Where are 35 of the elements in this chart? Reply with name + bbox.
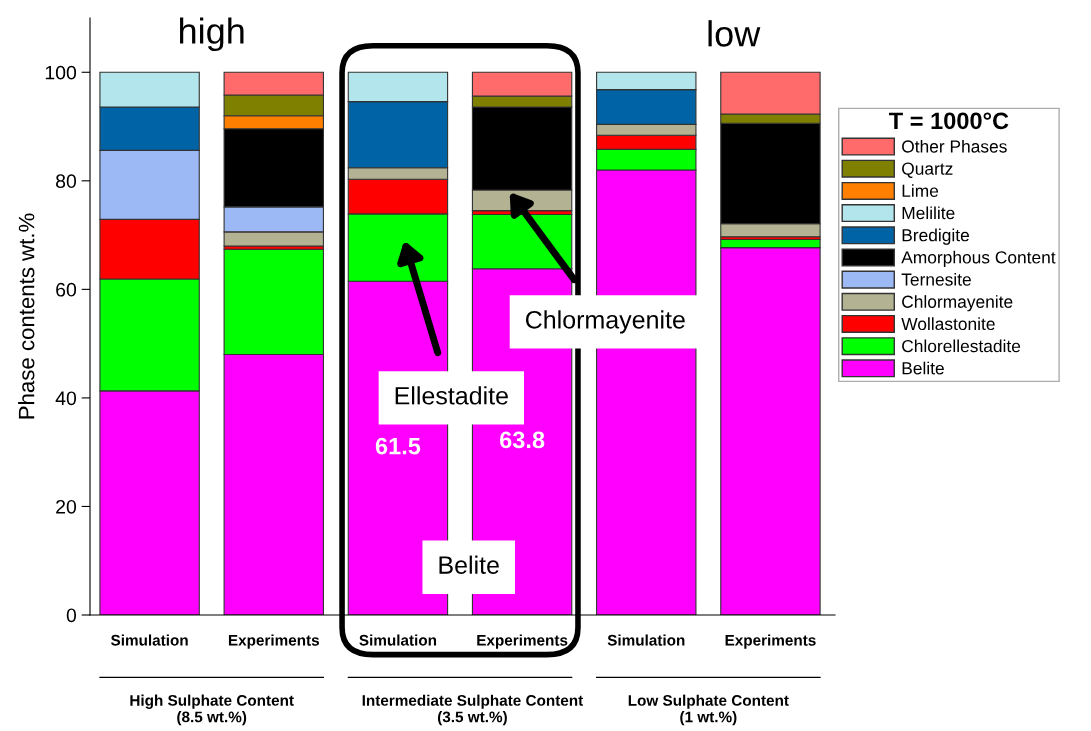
x-tick-label: Simulation	[111, 634, 188, 646]
legend-label: Quartz	[902, 162, 953, 178]
y-tick-label: 20	[56, 499, 77, 514]
legend-label: Chlormayenite	[902, 295, 1013, 312]
annotation: Belite	[439, 555, 499, 574]
legend-label: Melilite	[902, 206, 955, 220]
x-tick-label: Experiments	[477, 634, 568, 649]
legend-title: T = 1000°C	[889, 112, 1009, 130]
x-tick-label: Simulation	[607, 634, 685, 646]
annotation: Ellestadite	[395, 386, 508, 405]
legend-label: Other Phases	[902, 139, 1007, 153]
y-axis-title: Phase contents wt.%	[18, 213, 35, 419]
text: High Sulphate Content (8.5 wt.%)	[130, 694, 294, 726]
data-label: 63.8	[499, 431, 545, 449]
y-tick-label: 80	[56, 174, 77, 189]
annotation: high	[180, 17, 244, 52]
y-tick-label: 0	[66, 608, 77, 623]
text: Intermediate Sulphate Content (3.5 wt.%)	[362, 694, 584, 726]
y-tick-label: 60	[56, 282, 77, 297]
legend-label: Belite	[902, 361, 944, 375]
legend-label: Bredigite	[902, 228, 969, 245]
legend-label: Ternesite	[901, 272, 971, 286]
y-tick-label: 40	[55, 391, 77, 406]
legend-label: Lime	[902, 184, 939, 197]
legend-label: Amorphous Content	[901, 250, 1056, 267]
annotation: Chlormayenite	[525, 310, 685, 334]
y-tick-label: 100	[45, 65, 77, 80]
annotation: low	[708, 20, 761, 47]
x-tick-label: Experiments	[228, 634, 319, 649]
x-tick-label: Experiments	[725, 634, 816, 649]
x-tick-label: Simulation	[359, 634, 437, 646]
text: Low Sulphate Content (1 wt.%)	[628, 694, 789, 726]
data-label: 61.5	[375, 437, 421, 455]
legend-label: Wollastonite	[901, 317, 995, 331]
legend-label: Chlorellestadite	[902, 339, 1021, 353]
